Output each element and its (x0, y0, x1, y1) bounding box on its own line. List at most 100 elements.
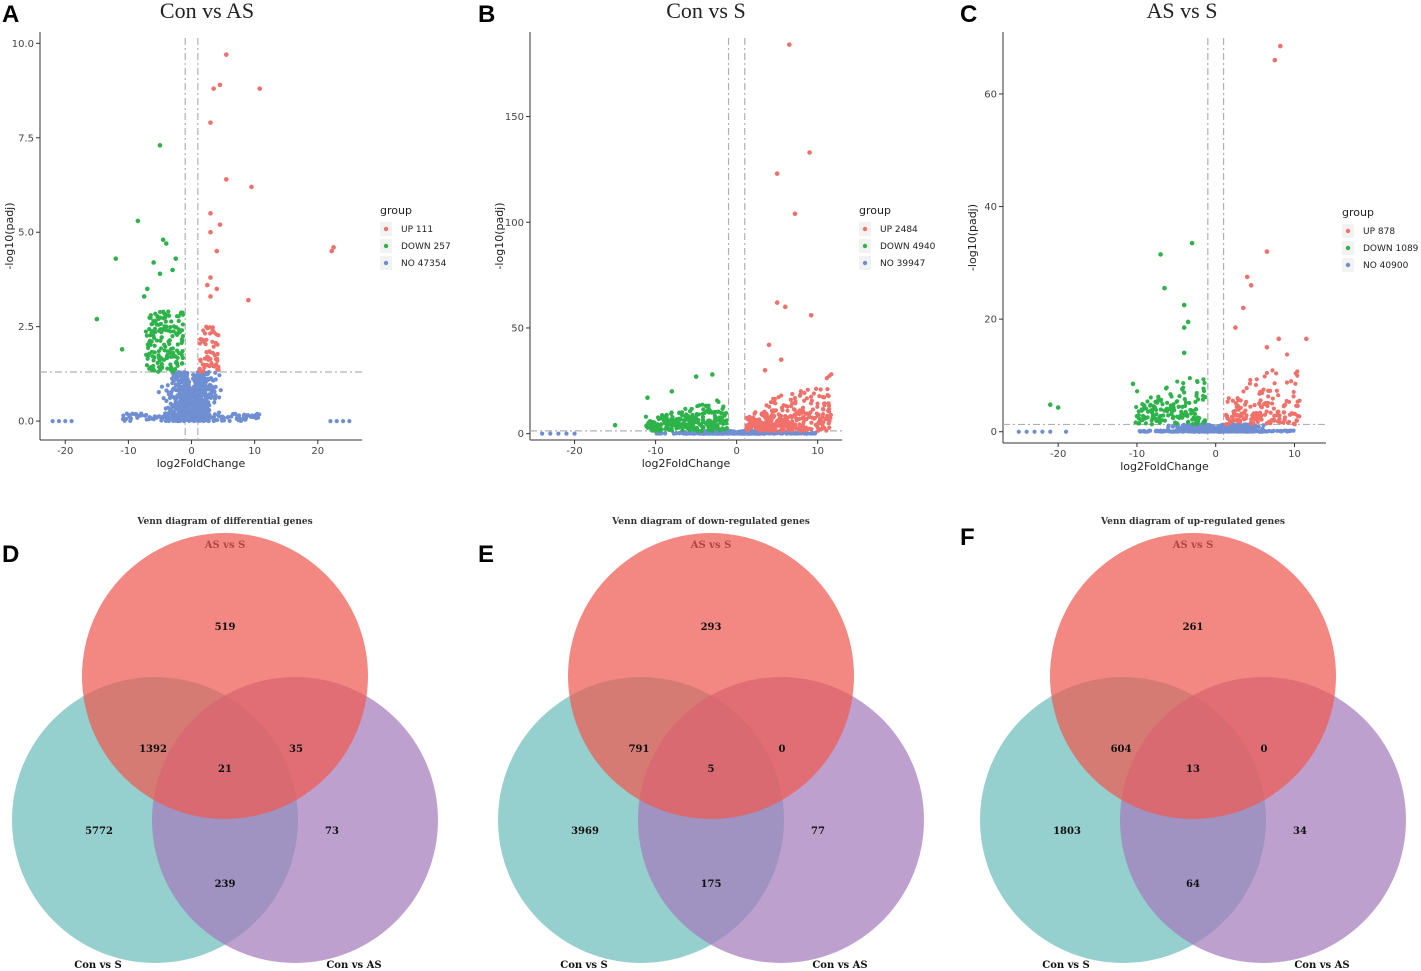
legend-label: DOWN 257 (401, 242, 451, 252)
down-point (700, 425, 705, 430)
down-point (168, 354, 174, 360)
up-point (1226, 396, 1231, 401)
x-tick-label: 10 (1288, 449, 1301, 460)
venn-circle-as-vs-s (568, 533, 854, 819)
down-point (180, 349, 185, 354)
up-point (776, 395, 781, 400)
no-point (714, 431, 720, 436)
up-point (788, 397, 793, 402)
down-point (1134, 404, 1139, 410)
down-point (157, 271, 163, 277)
up-point (1266, 394, 1271, 399)
down-point (692, 417, 697, 422)
no-point (192, 388, 197, 393)
no-point (1182, 429, 1188, 434)
down-point (677, 422, 682, 428)
up-point (784, 424, 789, 429)
legend-title: group (380, 204, 412, 217)
down-point (1142, 414, 1147, 419)
down-point (696, 417, 701, 422)
x-tick-label: 10 (811, 446, 824, 457)
legend-title: group (1342, 206, 1374, 219)
down-point (702, 410, 707, 416)
down-point (1145, 409, 1151, 414)
panel-letter-b: B (478, 1, 495, 28)
up-point (790, 391, 795, 397)
y-tick-label: 2.5 (18, 322, 34, 333)
no-point (212, 400, 217, 405)
y-tick-label: 0 (518, 429, 524, 440)
down-point (159, 330, 164, 335)
x-axis-label: log2FoldChange (642, 457, 731, 470)
no-point (202, 408, 207, 413)
up-point (1293, 371, 1298, 376)
down-point (1202, 380, 1207, 386)
down-point (166, 328, 171, 333)
up-point (785, 408, 790, 413)
down-point (1151, 404, 1156, 409)
down-point (1182, 397, 1187, 402)
up-point (215, 358, 220, 363)
up-point (800, 408, 806, 413)
up-point (1250, 413, 1255, 418)
legend-label: NO 40900 (1363, 261, 1409, 271)
no-point (1183, 425, 1188, 430)
no-point (556, 431, 561, 436)
up-point (787, 42, 792, 47)
up-point (1264, 344, 1270, 350)
up-point (217, 222, 223, 227)
down-point (151, 363, 156, 369)
down-point (145, 342, 150, 347)
up-point (223, 177, 229, 182)
down-point (1169, 394, 1174, 399)
down-point (157, 143, 163, 148)
down-point (149, 339, 154, 344)
up-point (1269, 401, 1275, 406)
y-tick-label: 50 (511, 323, 524, 334)
up-point (1231, 409, 1236, 414)
up-point (1241, 416, 1246, 421)
down-point (1194, 407, 1199, 412)
up-point (782, 304, 788, 310)
down-point (94, 316, 100, 322)
down-point (718, 420, 723, 425)
down-point (165, 355, 170, 360)
up-point (806, 412, 812, 417)
no-point (1206, 423, 1211, 428)
down-point (1133, 420, 1138, 425)
venn-count-conas-only: 34 (1293, 826, 1307, 837)
up-point (822, 395, 827, 400)
down-point (1176, 404, 1181, 409)
no-point (1145, 429, 1150, 434)
down-point (1143, 421, 1148, 426)
up-point (1287, 412, 1293, 417)
down-point (706, 424, 711, 430)
down-point (713, 409, 718, 415)
up-point (1248, 377, 1253, 383)
up-point (1304, 336, 1309, 342)
set-label-left: Con vs S (74, 960, 122, 971)
up-point (1261, 387, 1266, 392)
down-point (180, 334, 186, 339)
up-point (760, 413, 765, 418)
up-point (1267, 388, 1273, 393)
down-point (1201, 377, 1206, 382)
down-point (158, 338, 163, 343)
no-point (192, 374, 197, 379)
no-point (227, 418, 232, 424)
up-point (804, 416, 809, 422)
up-point (204, 350, 209, 355)
up-point (802, 390, 807, 396)
down-point (1181, 350, 1187, 356)
down-point (1134, 389, 1140, 394)
down-point (154, 338, 159, 343)
legend-label: UP 111 (401, 225, 433, 235)
down-point (1185, 420, 1190, 425)
up-point (815, 425, 820, 430)
no-point (198, 390, 203, 395)
no-point (127, 415, 133, 420)
down-point (715, 426, 720, 431)
up-point (1281, 403, 1287, 408)
down-point (145, 354, 151, 359)
up-point (1271, 406, 1276, 411)
